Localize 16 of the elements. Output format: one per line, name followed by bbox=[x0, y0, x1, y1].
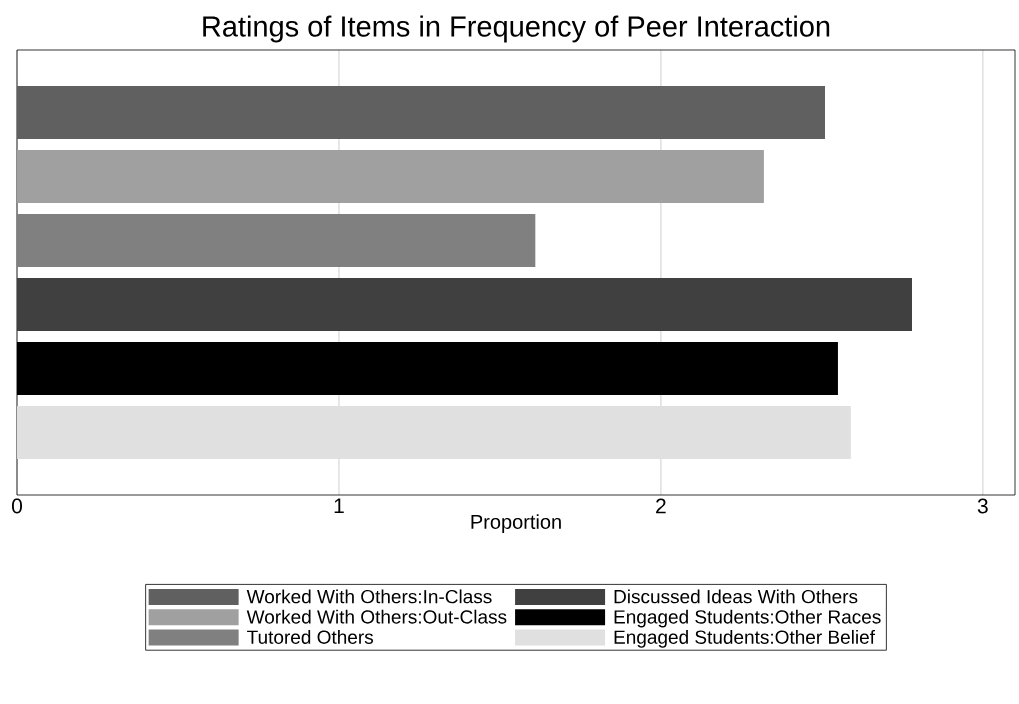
chart-title: Ratings of Items in Frequency of Peer Interaction bbox=[203, 15, 830, 43]
legend-label: Worked With Others:In-Class bbox=[246, 589, 492, 604]
x-tick-label: 0 bbox=[11, 498, 23, 514]
legend-label: Tutored Others bbox=[247, 629, 374, 644]
legend-label: Discussed Ideas With Others bbox=[614, 589, 858, 604]
bar bbox=[17, 86, 826, 139]
bar bbox=[17, 150, 764, 203]
legend-label: Engaged Students:Other Belief bbox=[614, 629, 876, 648]
legend-label: Engaged Students:Other Races bbox=[614, 609, 881, 628]
bar bbox=[17, 214, 536, 267]
legend-label: Worked With Others:Out-Class bbox=[246, 609, 507, 624]
x-axis-title: Proportion bbox=[471, 514, 561, 533]
x-tick-label: 1 bbox=[334, 498, 344, 513]
x-tick-label: 3 bbox=[977, 498, 988, 514]
x-tick-label: 2 bbox=[656, 498, 666, 514]
bar bbox=[17, 278, 912, 331]
